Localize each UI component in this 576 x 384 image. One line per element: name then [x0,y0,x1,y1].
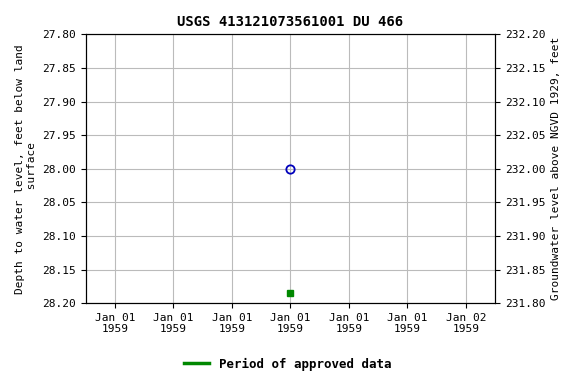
Y-axis label: Groundwater level above NGVD 1929, feet: Groundwater level above NGVD 1929, feet [551,37,561,300]
Title: USGS 413121073561001 DU 466: USGS 413121073561001 DU 466 [177,15,403,29]
Legend: Period of approved data: Period of approved data [179,353,397,376]
Y-axis label: Depth to water level, feet below land
 surface: Depth to water level, feet below land su… [15,44,37,294]
